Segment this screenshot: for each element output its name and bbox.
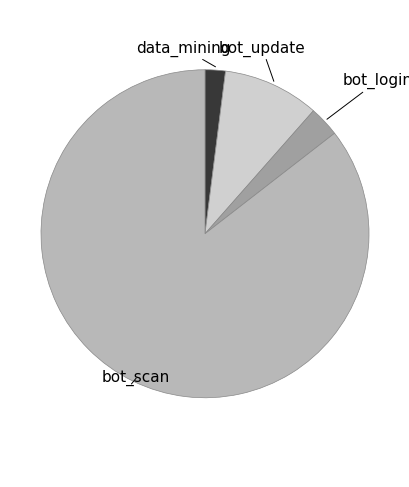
- Wedge shape: [204, 71, 313, 234]
- Wedge shape: [204, 70, 225, 234]
- Wedge shape: [41, 70, 368, 398]
- Text: bot_scan: bot_scan: [102, 370, 170, 386]
- Text: bot_update: bot_update: [218, 40, 305, 81]
- Wedge shape: [204, 111, 334, 234]
- Text: data_mining: data_mining: [136, 40, 230, 67]
- Text: bot_login: bot_login: [326, 73, 409, 119]
